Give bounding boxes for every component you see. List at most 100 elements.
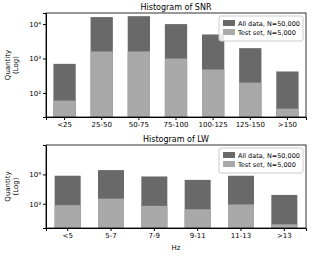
tick-label: 11-13 — [231, 232, 251, 240]
tick-label: 75-100 — [164, 121, 189, 129]
legend-swatch — [223, 29, 235, 35]
tick-label: >150 — [278, 121, 297, 129]
bar — [271, 195, 297, 228]
tick: 10⁴ — [29, 21, 46, 29]
legend-swatch — [223, 161, 235, 167]
title: Histogram of SNR — [141, 3, 212, 12]
legend-swatch — [223, 20, 235, 26]
tick: 10² — [29, 90, 46, 98]
legend: All data, N=50,000Test set, N=5,000 — [219, 16, 303, 41]
tick-mark — [154, 228, 155, 231]
tick-label: 10³ — [29, 201, 41, 209]
tick-mark — [67, 228, 68, 231]
bar — [185, 209, 211, 228]
tick-mark — [284, 228, 285, 231]
bar — [239, 83, 261, 117]
tick: 25-50 — [92, 117, 112, 129]
tick-mark — [43, 59, 46, 60]
tick-mark — [111, 228, 112, 231]
tick: 7-9 — [149, 228, 160, 240]
tick: 10³ — [29, 55, 46, 63]
tick: 50-75 — [129, 117, 149, 129]
bar — [276, 109, 298, 117]
tick-label: 125-150 — [236, 121, 265, 129]
x-axis: <5 5-7 7-9 9-11 11-13 >13 — [47, 228, 307, 240]
tick-mark — [43, 93, 46, 94]
tick: 10⁴ — [29, 171, 46, 179]
tick-label: 50-75 — [129, 121, 149, 129]
tick-mark — [43, 204, 46, 205]
y-axis: 10³ 10⁴ — [29, 146, 46, 229]
tick-label: 10² — [29, 90, 41, 98]
legend-label: Test set, N=5,000 — [237, 161, 296, 169]
bars — [55, 170, 298, 228]
tick: 5-7 — [105, 228, 116, 240]
tick-mark — [287, 117, 288, 120]
tick: >13 — [277, 228, 292, 240]
bar — [165, 59, 187, 117]
tick-label: 7-9 — [149, 232, 160, 240]
tick-label: 5-7 — [105, 232, 116, 240]
y-axis: 10² 10³ 10⁴ — [29, 14, 46, 118]
tick: <5 — [63, 228, 73, 240]
bar — [165, 24, 187, 117]
tick: 100-125 — [199, 117, 228, 129]
axis-title: Quantity(Log) — [4, 171, 20, 201]
tick-mark — [64, 117, 65, 120]
plot-frame — [46, 145, 306, 228]
tick: 75-100 — [164, 117, 189, 129]
bar — [228, 204, 254, 228]
axis-title: Quantity(Log) — [4, 50, 20, 80]
tick: 9-11 — [190, 228, 206, 240]
tick-label: 25-50 — [92, 121, 112, 129]
subplot: 10² 10³ 10⁴ <25 25-50 50-75 75-100 100-125 125-1… — [4, 3, 307, 129]
bar — [53, 101, 75, 117]
tick-mark — [213, 117, 214, 120]
tick-label: 10³ — [29, 55, 41, 63]
bar — [185, 180, 211, 228]
tick-mark — [176, 117, 177, 120]
tick-mark — [43, 24, 46, 25]
bar — [128, 16, 150, 117]
tick-mark — [250, 117, 251, 120]
bar — [91, 51, 113, 117]
tick-mark — [197, 228, 198, 231]
bar — [276, 71, 298, 117]
figure: 10² 10³ 10⁴ <25 25-50 50-75 75-100 100-125 125-1… — [0, 0, 312, 258]
tick: <25 — [57, 117, 72, 129]
bar — [271, 224, 297, 228]
plot-frame — [46, 13, 306, 117]
subplot: 10³ 10⁴ <5 5-7 7-9 9-11 11-13 >13 Histogram of L… — [4, 135, 307, 252]
bar — [228, 176, 254, 228]
tick-label: 100-125 — [199, 121, 228, 129]
bar — [53, 64, 75, 117]
bar — [141, 206, 167, 228]
legend-box — [219, 16, 303, 41]
tick-mark — [241, 228, 242, 231]
axis-line — [43, 146, 47, 229]
tick-label: 10⁴ — [29, 171, 41, 179]
bar — [55, 176, 81, 228]
bar — [98, 199, 124, 228]
tick-mark — [138, 117, 139, 120]
bar — [98, 170, 124, 228]
axis-line — [47, 118, 307, 121]
title: Histogram of LW — [143, 135, 209, 144]
legend-swatch — [223, 152, 235, 158]
bar — [202, 69, 224, 117]
bars — [53, 16, 298, 117]
axis-line — [43, 14, 47, 118]
axis-line — [47, 229, 307, 232]
tick-mark — [43, 174, 46, 175]
tick-label: 10⁴ — [29, 21, 41, 29]
legend-label: All data, N=50,000 — [238, 20, 300, 28]
bar — [91, 17, 113, 117]
tick-label: <25 — [57, 121, 72, 129]
tick-label: <5 — [63, 232, 73, 240]
tick-label: >13 — [277, 232, 292, 240]
bar — [55, 205, 81, 228]
legend: All data, N=50,000Test set, N=5,000 — [219, 148, 303, 173]
tick: >150 — [278, 117, 297, 129]
bar — [239, 48, 261, 117]
tick: 125-150 — [236, 117, 265, 129]
